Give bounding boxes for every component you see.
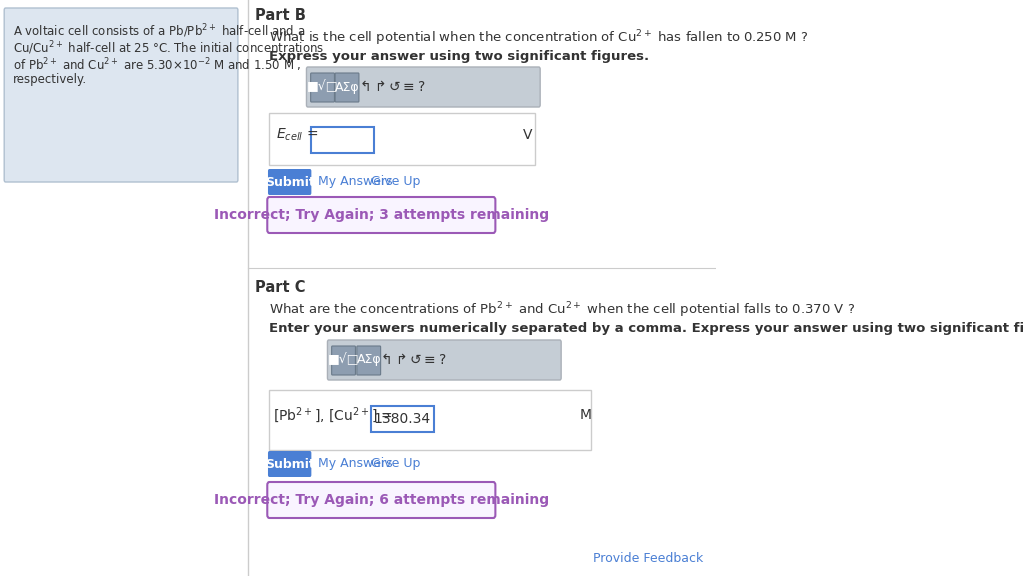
- Text: Enter your answers numerically separated by a comma. Express your answer using t: Enter your answers numerically separated…: [269, 322, 1024, 335]
- FancyBboxPatch shape: [267, 482, 496, 518]
- Text: Express your answer using two significant figures.: Express your answer using two significan…: [269, 50, 649, 63]
- Text: ↰: ↰: [381, 353, 393, 367]
- FancyBboxPatch shape: [310, 73, 335, 102]
- FancyBboxPatch shape: [269, 390, 591, 450]
- Text: Incorrect; Try Again; 6 attempts remaining: Incorrect; Try Again; 6 attempts remaini…: [214, 493, 549, 507]
- FancyBboxPatch shape: [268, 169, 311, 195]
- Text: Submit: Submit: [265, 457, 314, 471]
- Text: Part C: Part C: [255, 280, 306, 295]
- Text: A voltaic cell consists of a Pb/Pb$^{2+}$ half-cell and a: A voltaic cell consists of a Pb/Pb$^{2+}…: [12, 22, 305, 40]
- Text: My Answers: My Answers: [318, 176, 393, 188]
- Text: Give Up: Give Up: [371, 457, 420, 471]
- Text: AΣφ: AΣφ: [335, 81, 359, 93]
- FancyBboxPatch shape: [311, 127, 375, 153]
- FancyBboxPatch shape: [328, 340, 561, 380]
- Text: ≡: ≡: [423, 353, 435, 367]
- Text: V: V: [523, 128, 532, 142]
- Text: My Answers: My Answers: [318, 457, 393, 471]
- Text: Provide Feedback: Provide Feedback: [593, 551, 703, 564]
- FancyBboxPatch shape: [306, 67, 540, 107]
- Text: 1380.34: 1380.34: [374, 412, 431, 426]
- Text: ↺: ↺: [388, 80, 399, 94]
- FancyBboxPatch shape: [335, 73, 359, 102]
- Text: ↺: ↺: [410, 353, 421, 367]
- Text: AΣφ: AΣφ: [356, 354, 381, 366]
- Text: respectively.: respectively.: [12, 73, 87, 86]
- Text: ↱: ↱: [395, 353, 407, 367]
- FancyBboxPatch shape: [267, 197, 496, 233]
- Text: ↱: ↱: [374, 80, 386, 94]
- Text: ■√□: ■√□: [307, 81, 338, 93]
- Text: $E_{cell}$ =: $E_{cell}$ =: [276, 127, 318, 143]
- Text: What are the concentrations of Pb$^{2+}$ and Cu$^{2+}$ when the cell potential f: What are the concentrations of Pb$^{2+}$…: [269, 300, 856, 320]
- Text: ■√□: ■√□: [328, 354, 359, 366]
- Text: ?: ?: [418, 80, 426, 94]
- Text: ↰: ↰: [360, 80, 372, 94]
- FancyBboxPatch shape: [356, 346, 381, 375]
- FancyBboxPatch shape: [332, 346, 355, 375]
- Text: ?: ?: [439, 353, 446, 367]
- Text: ≡: ≡: [402, 80, 414, 94]
- FancyBboxPatch shape: [371, 406, 434, 432]
- Text: Incorrect; Try Again; 3 attempts remaining: Incorrect; Try Again; 3 attempts remaini…: [214, 208, 549, 222]
- Text: M: M: [580, 408, 591, 422]
- Text: of Pb$^{2+}$ and Cu$^{2+}$ are 5.30×10$^{-2}$ M and 1.50 M ,: of Pb$^{2+}$ and Cu$^{2+}$ are 5.30×10$^…: [12, 56, 301, 74]
- FancyBboxPatch shape: [4, 8, 238, 182]
- Text: Cu/Cu$^{2+}$ half-cell at 25 °C. The initial concentrations: Cu/Cu$^{2+}$ half-cell at 25 °C. The ini…: [12, 39, 324, 56]
- FancyBboxPatch shape: [268, 451, 311, 477]
- Text: Part B: Part B: [255, 8, 306, 23]
- Text: Give Up: Give Up: [371, 176, 420, 188]
- Text: What is the cell potential when the concentration of Cu$^{2+}$ has fallen to 0.2: What is the cell potential when the conc…: [269, 28, 809, 48]
- FancyBboxPatch shape: [269, 113, 536, 165]
- Text: Submit: Submit: [265, 176, 314, 188]
- Text: [Pb$^{2+}$], [Cu$^{2+}$] =: [Pb$^{2+}$], [Cu$^{2+}$] =: [272, 405, 393, 425]
